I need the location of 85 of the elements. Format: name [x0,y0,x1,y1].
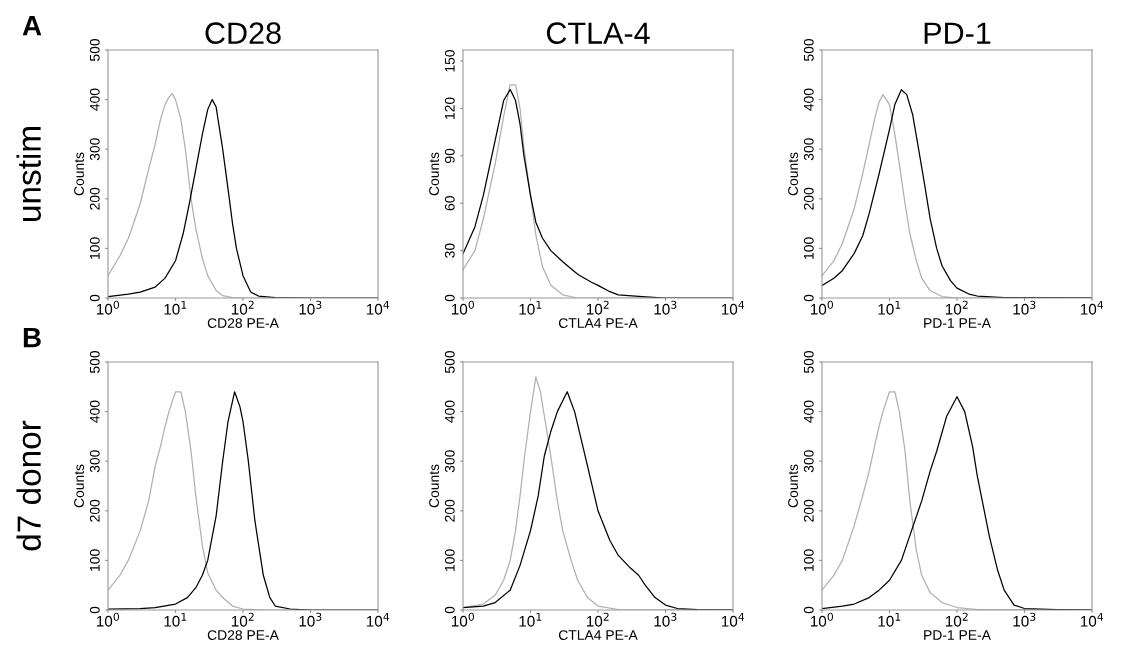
y-tick-label: 200 [803,187,814,210]
x-tick-label: 10$^{2}$ [586,300,609,315]
x-tick-label: 10$^{0}$ [810,300,834,315]
y-axis-title: Counts [74,152,84,196]
y-tick-label: 200 [444,499,455,522]
x-axis-title: CTLA4 PE-A [558,630,638,640]
y-axis-title: Counts [429,464,439,508]
x-tick-label: 10$^{0}$ [96,612,120,627]
text: d7 donor [16,420,41,551]
y-tick-label: 500 [803,350,814,374]
x-tick-label: 10$^{3}$ [1013,612,1036,627]
x-tick-label: 10$^{2}$ [231,300,254,315]
y-tick-label: 300 [444,450,455,473]
y-axis-title: Counts [74,464,84,508]
y-tick-label: 400 [444,400,455,423]
y-tick-label: 100 [803,549,814,571]
y-tick-label: 30 [444,243,455,258]
x-tick-label: 10$^{3}$ [654,300,677,315]
y-tick-label: 200 [803,499,814,522]
y-tick-label: 0 [444,294,455,302]
y-tick-label: 60 [444,196,455,211]
y-tick-label: 200 [89,499,100,522]
x-tick-label: 10$^{4}$ [721,612,745,627]
y-axis-title: Counts [788,152,798,196]
y-tick-label: 150 [444,50,455,72]
x-tick-label: 10$^{3}$ [299,300,322,315]
text: A [22,16,42,36]
y-tick-label: 100 [89,549,100,571]
x-tick-label: 10$^{1}$ [878,300,901,315]
y-tick-label: 0 [803,606,814,614]
x-tick-label: 10$^{0}$ [451,612,475,627]
x-tick-label: 10$^{4}$ [721,300,745,315]
y-tick-label: 400 [89,88,100,111]
y-tick-label: 100 [444,549,455,571]
x-tick-label: 10$^{1}$ [164,612,187,627]
y-tick-label: 300 [89,138,100,161]
x-tick-label: 10$^{4}$ [1080,612,1104,627]
y-tick-label: 300 [803,450,814,473]
chart-title: CTLA-4 [546,22,650,44]
x-tick-label: 10$^{4}$ [1080,300,1104,315]
y-tick-label: 0 [803,294,814,302]
y-tick-label: 500 [444,350,455,374]
x-tick-label: 10$^{0}$ [451,300,475,315]
x-tick-label: 10$^{2}$ [945,612,968,627]
x-tick-label: 10$^{0}$ [810,612,834,627]
y-tick-label: 100 [803,237,814,259]
y-tick-label: 0 [89,294,100,302]
x-tick-label: 10$^{2}$ [231,612,254,627]
x-axis-title: CD28 PE-A [207,318,279,328]
y-tick-label: 120 [444,97,455,119]
y-tick-label: 100 [89,237,100,259]
y-tick-label: 500 [89,350,100,374]
y-tick-label: 500 [803,38,814,62]
y-axis-title: Counts [429,152,439,196]
x-tick-label: 10$^{1}$ [519,300,542,315]
y-tick-label: 300 [803,138,814,161]
x-axis-title: CD28 PE-A [207,630,279,640]
x-tick-label: 10$^{1}$ [519,612,542,627]
x-tick-label: 10$^{3}$ [1013,300,1036,315]
text: B [23,328,41,348]
x-tick-label: 10$^{0}$ [96,300,120,315]
x-tick-label: 10$^{2}$ [945,300,968,315]
x-axis-title: CTLA4 PE-A [558,318,638,328]
y-axis-title: Counts [788,464,798,508]
x-tick-label: 10$^{1}$ [164,300,187,315]
y-tick-label: 400 [803,88,814,111]
y-tick-label: 300 [89,450,100,473]
y-tick-label: 400 [803,400,814,423]
x-tick-label: 10$^{2}$ [586,612,609,627]
chart-title: CD28 [205,22,281,44]
x-tick-label: 10$^{3}$ [299,612,322,627]
x-tick-label: 10$^{4}$ [366,612,390,627]
y-tick-label: 400 [89,400,100,423]
y-tick-label: 0 [89,606,100,614]
y-tick-label: 500 [89,38,100,62]
x-tick-label: 10$^{3}$ [654,612,677,627]
y-tick-label: 0 [444,606,455,614]
x-tick-label: 10$^{1}$ [878,612,901,627]
y-tick-label: 200 [89,187,100,210]
y-tick-label: 90 [444,148,455,163]
text: unstim [16,127,41,221]
x-tick-label: 10$^{4}$ [366,300,390,315]
x-axis-title: PD-1 PE-A [924,630,991,640]
chart-title: PD-1 [924,22,991,44]
x-axis-title: PD-1 PE-A [924,318,991,328]
